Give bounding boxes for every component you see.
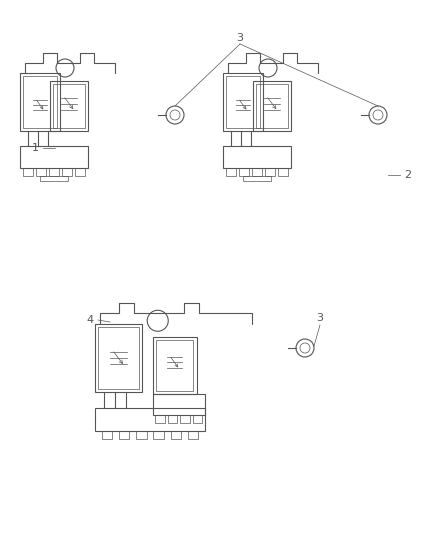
Bar	[98, 327, 139, 389]
Bar	[23, 76, 57, 128]
Text: 3: 3	[237, 33, 244, 43]
Bar	[49, 168, 59, 176]
Text: 4: 4	[86, 315, 94, 325]
Bar	[23, 168, 33, 176]
Bar	[188, 431, 198, 439]
Bar	[75, 168, 85, 176]
Bar	[50, 81, 88, 131]
Bar	[136, 431, 146, 439]
Bar	[95, 324, 142, 392]
Bar	[152, 336, 197, 394]
Bar	[278, 168, 288, 176]
Bar	[155, 415, 165, 423]
Bar	[170, 431, 181, 439]
Bar	[265, 168, 275, 176]
Bar	[223, 73, 263, 131]
Bar	[256, 84, 288, 128]
Bar	[253, 81, 291, 131]
Bar	[102, 431, 112, 439]
Bar	[95, 408, 205, 431]
Bar	[168, 415, 177, 423]
Bar	[36, 168, 46, 176]
Bar	[152, 394, 205, 415]
Bar	[155, 340, 194, 391]
Bar	[223, 146, 291, 168]
Text: 2: 2	[404, 170, 412, 180]
Bar	[153, 431, 164, 439]
Bar	[226, 76, 260, 128]
Bar	[20, 73, 60, 131]
Bar	[226, 168, 236, 176]
Bar	[239, 168, 249, 176]
Bar	[53, 84, 85, 128]
Bar	[244, 176, 271, 181]
Bar	[119, 431, 129, 439]
Bar	[252, 168, 262, 176]
Text: 3: 3	[317, 313, 324, 323]
Bar	[180, 415, 190, 423]
Bar	[20, 146, 88, 168]
Bar	[40, 176, 67, 181]
Text: 1: 1	[32, 143, 39, 153]
Bar	[193, 415, 202, 423]
Bar	[62, 168, 72, 176]
